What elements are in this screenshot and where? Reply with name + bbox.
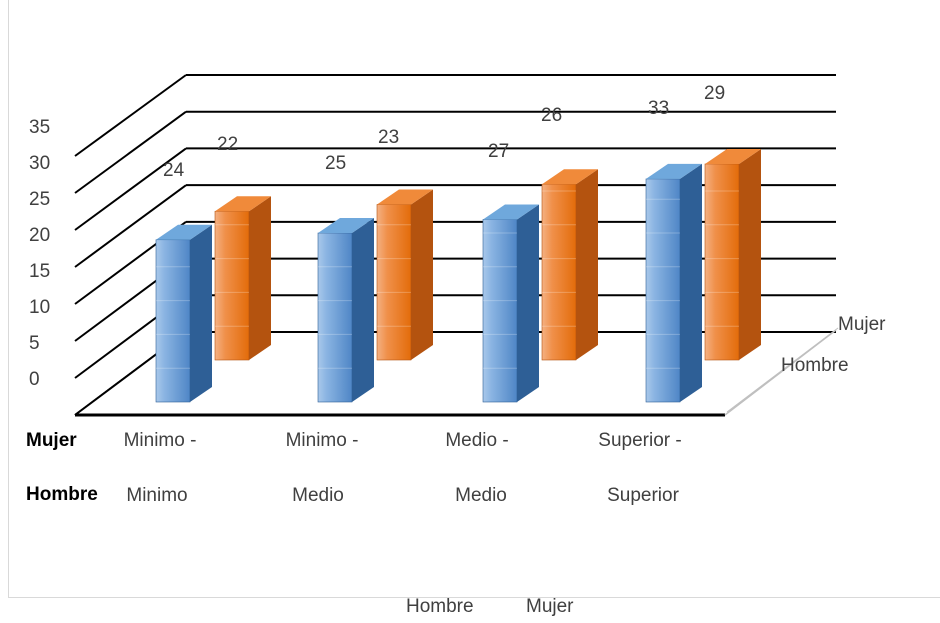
bar-top-face [705, 148, 761, 164]
depth-axis-line [726, 327, 839, 413]
bar-front-face [704, 163, 740, 361]
y-tick-label: 35 [29, 117, 50, 138]
y-tick-label: 25 [29, 189, 50, 210]
bar-side-face [680, 163, 702, 402]
bar-front-face [317, 232, 353, 403]
y-tick-label: 20 [29, 225, 50, 246]
category-label: Minimo - [124, 430, 197, 451]
bar-mujer [214, 196, 271, 361]
bar-top-face [483, 204, 539, 220]
data-label-hombre: 24 [163, 160, 185, 181]
category-label: Medio [292, 485, 344, 506]
data-label-mujer: 29 [704, 83, 725, 104]
bar-mujer [704, 148, 761, 361]
depth-axis-label: Mujer [838, 314, 886, 335]
bar-side-face [517, 204, 539, 402]
legend-item-mujer: Mujer [526, 596, 574, 617]
depth-axis-label: Hombre [781, 355, 849, 376]
bar-front-face [376, 204, 412, 361]
data-label-mujer: 23 [378, 127, 399, 148]
category-row-label: Mujer [26, 430, 77, 451]
data-label-hombre: 25 [325, 153, 346, 174]
bar-hombre [317, 218, 374, 403]
bar-mujer [376, 189, 433, 361]
bar-side-face [576, 169, 598, 360]
chart-frame-left [8, 0, 9, 598]
bar-top-face [156, 224, 212, 240]
bar-top-face [542, 169, 598, 185]
bar-front-face [214, 210, 250, 361]
category-row-label: Hombre [26, 484, 98, 505]
bar-side-face [249, 196, 271, 360]
bar-hombre [482, 204, 539, 403]
bar-front-face [482, 219, 518, 403]
bar-front-face [155, 239, 191, 403]
data-label-mujer: 26 [541, 105, 562, 126]
side-wall-gridline [74, 74, 187, 157]
bar-side-face [190, 224, 212, 402]
bar-hombre [155, 224, 212, 403]
data-label-hombre: 33 [648, 98, 669, 119]
y-tick-label: 30 [29, 153, 50, 174]
floor-right-edge [724, 329, 837, 416]
y-tick-label: 15 [29, 261, 50, 282]
bar-side-face [352, 218, 374, 402]
legend-item-hombre: Hombre [406, 596, 474, 617]
bar-mujer [541, 169, 598, 361]
category-label: Superior [607, 485, 679, 506]
side-wall-gridline [74, 110, 187, 194]
category-label: Minimo [126, 485, 187, 506]
side-wall-gridline [74, 184, 187, 268]
bar-hombre [645, 163, 702, 403]
bar-side-face [739, 148, 761, 360]
data-label-mujer: 22 [217, 134, 238, 155]
bar-top-face [646, 163, 702, 179]
chart-frame-bottom [8, 597, 940, 598]
y-tick-label: 0 [29, 369, 40, 390]
bar-top-face [377, 189, 433, 205]
category-label: Minimo - [286, 430, 359, 451]
data-label-hombre: 27 [488, 141, 509, 162]
bar-top-face [318, 218, 374, 233]
bar-front-face [541, 183, 577, 361]
y-tick-label: 10 [29, 297, 50, 318]
category-label: Superior - [598, 430, 681, 451]
bar-front-face [645, 178, 681, 403]
category-label: Medio [455, 485, 507, 506]
bar-side-face [411, 189, 433, 360]
category-label: Medio - [445, 430, 508, 451]
y-tick-label: 5 [29, 333, 40, 354]
side-wall-gridline [74, 147, 187, 231]
bar-top-face [215, 196, 271, 212]
